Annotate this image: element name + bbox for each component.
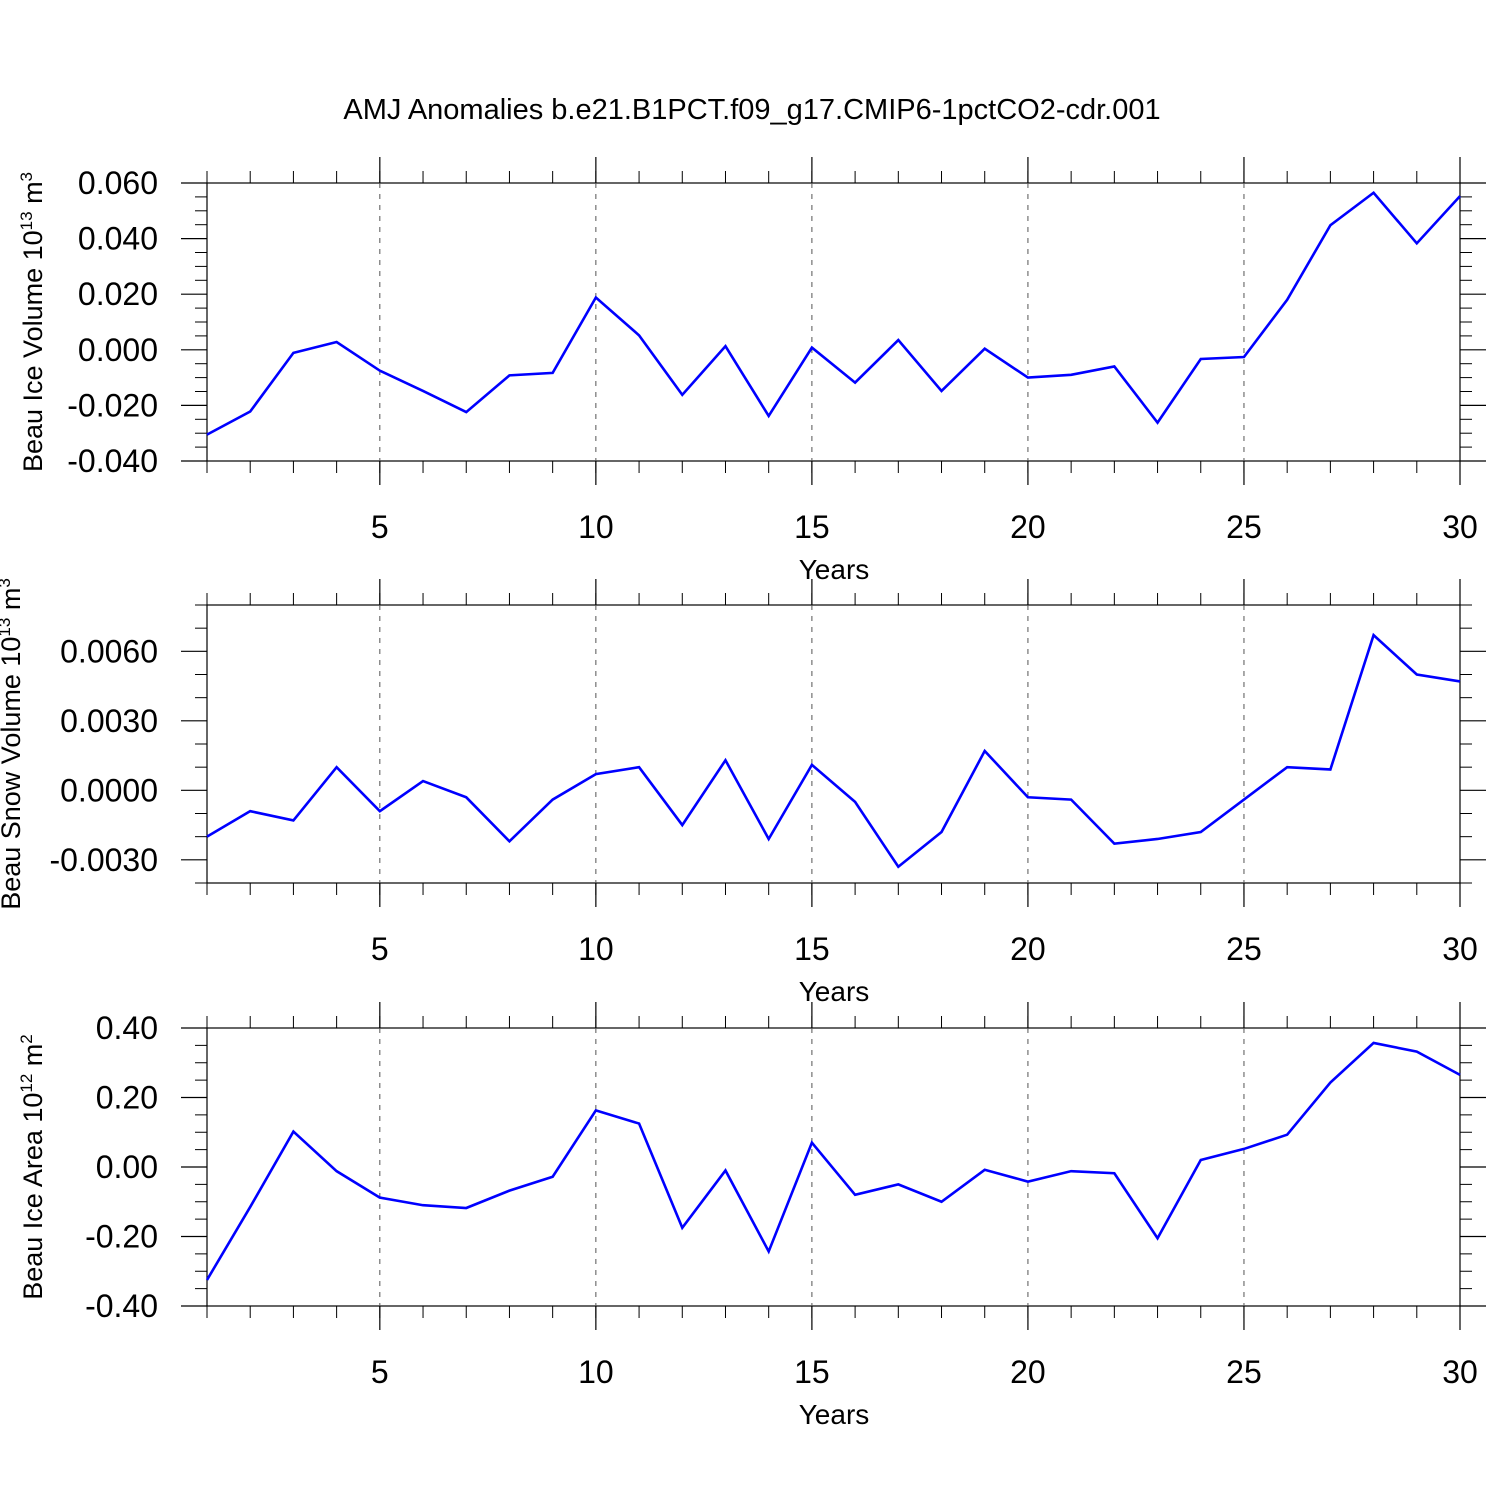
y-tick-label: 0.060 [78, 165, 158, 201]
x-tick-label: 5 [371, 1354, 389, 1390]
x-tick-label: 25 [1226, 509, 1262, 545]
y-tick-label: 0.020 [78, 276, 158, 312]
y-tick-label: -0.20 [85, 1219, 158, 1255]
x-tick-label: 20 [1010, 1354, 1046, 1390]
y-tick-label: -0.0030 [49, 842, 158, 878]
chart-panel-2: 5 10 15 20 25 30 -0.0030 0.0000 0.0030 0.0060 Year… [0, 578, 1486, 1007]
x-tick-label: 25 [1226, 1354, 1262, 1390]
y-tick-label: -0.40 [85, 1288, 158, 1324]
panels: 5 10 15 20 25 30 -0.040 -0.020 0.000 0.020 0.040 0.… [0, 157, 1486, 1430]
y-tick-label: 0.00 [96, 1149, 158, 1185]
y-tick-label: 0.0030 [60, 703, 158, 739]
y-tick-label: 0.20 [96, 1080, 158, 1116]
y-tick-label: -0.020 [67, 387, 158, 423]
x-tick-label: 15 [794, 1354, 830, 1390]
x-tick-label: 5 [371, 509, 389, 545]
x-tick-label: 30 [1442, 509, 1478, 545]
y-axis-title: Beau Snow Volume 1013 m3 [0, 578, 26, 910]
y-tick-label: -0.040 [67, 443, 158, 479]
x-tick-label: 10 [578, 931, 614, 967]
series-line-1 [206, 632, 1461, 869]
x-tick-label: 20 [1010, 509, 1046, 545]
chart-panel-1: 5 10 15 20 25 30 -0.040 -0.020 0.000 0.020 0.040 0.… [17, 157, 1486, 585]
y-axis-title: Beau Ice Volume 1013 m3 [17, 172, 48, 472]
figure-title: AMJ Anomalies b.e21.B1PCT.f09_g17.CMIP6-… [343, 94, 1160, 126]
series-line-1 [206, 190, 1461, 436]
x-tick-label: 30 [1442, 931, 1478, 967]
y-tick-label: 0.000 [78, 332, 158, 368]
x-tick-label: 20 [1010, 931, 1046, 967]
x-tick-label: 15 [794, 931, 830, 967]
y-tick-label: 0.0000 [60, 772, 158, 808]
x-tick-label: 10 [578, 509, 614, 545]
x-tick-label: 15 [794, 509, 830, 545]
y-axis-title: Beau Ice Area 1012 m2 [17, 1034, 48, 1300]
x-tick-label: 30 [1442, 1354, 1478, 1390]
x-tick-label: 5 [371, 931, 389, 967]
chart-panel-3: 5 10 15 20 25 30 -0.40 -0.20 0.00 0.20 0.40 Years Be… [17, 1002, 1486, 1430]
x-tick-label: 25 [1226, 931, 1262, 967]
y-tick-label: 0.40 [96, 1010, 158, 1046]
y-tick-label: 0.040 [78, 221, 158, 257]
series-line-1 [205, 1041, 1461, 1281]
y-tick-label: 0.0060 [60, 633, 158, 669]
x-axis-title: Years [799, 554, 870, 585]
x-axis-title: Years [799, 976, 870, 1007]
x-tick-label: 10 [578, 1354, 614, 1390]
x-axis-title: Years [799, 1399, 870, 1430]
